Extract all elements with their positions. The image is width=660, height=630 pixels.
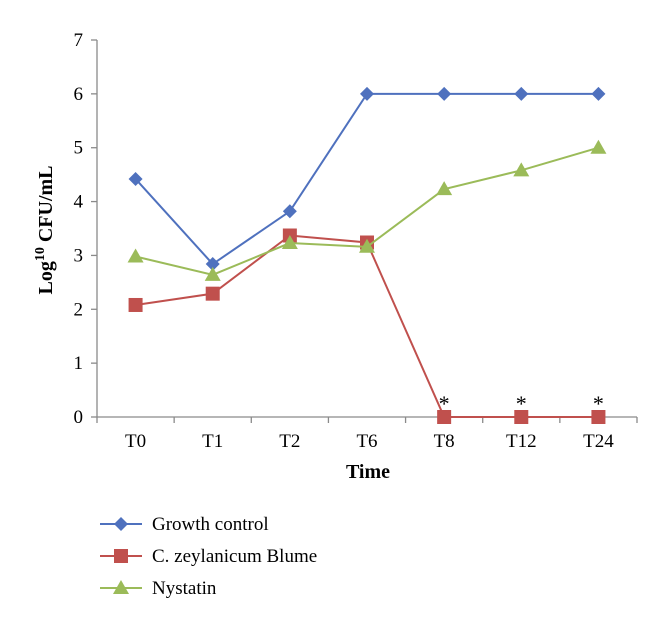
y-tick-label: 2 <box>74 299 84 320</box>
series-0 <box>128 86 606 272</box>
y-tick-label: 0 <box>74 407 84 428</box>
data-point <box>360 86 374 101</box>
data-point <box>591 410 606 424</box>
y-tick-label: 1 <box>74 353 84 374</box>
y-axis-title-superscript: 10 <box>33 247 48 261</box>
data-point <box>437 86 452 101</box>
series-1 <box>128 228 606 424</box>
data-point <box>514 86 529 101</box>
legend-marker <box>114 549 128 563</box>
y-tick-label: 3 <box>74 245 84 266</box>
data-point <box>205 286 220 301</box>
significance-marker: * <box>593 391 604 416</box>
legend-label: C. zeylanicum Blume <box>152 546 317 567</box>
x-tick-label: T24 <box>583 431 614 452</box>
data-point <box>128 171 143 186</box>
significance-marker: * <box>516 391 527 416</box>
data-point <box>128 297 143 312</box>
y-axis-title-main: Log <box>35 261 57 294</box>
legend-label: Nystatin <box>152 578 217 599</box>
legend-item: Nystatin <box>100 578 217 599</box>
x-axis-title: Time <box>346 461 390 483</box>
data-point <box>436 181 453 196</box>
y-axis-title: Log10 CFU/mL <box>33 165 57 294</box>
legend: Growth control C. zeylanicum Blume Nystati… <box>100 514 317 599</box>
y-tick-label: 5 <box>74 138 84 159</box>
y-axis-title-suffix: CFU/mL <box>35 165 57 242</box>
data-point <box>437 410 452 424</box>
legend-item: C. zeylanicum Blume <box>100 546 317 567</box>
y-tick-label: 6 <box>74 84 84 105</box>
series-2 <box>127 139 607 281</box>
x-tick-label: T2 <box>279 431 300 452</box>
data-point <box>513 162 530 177</box>
data-point <box>205 257 220 272</box>
series-line <box>135 234 599 418</box>
data-point <box>282 204 297 219</box>
x-tick-label: T1 <box>202 431 223 452</box>
legend-marker <box>113 580 129 594</box>
x-tick-label: T8 <box>434 431 455 452</box>
legend-marker <box>114 517 128 531</box>
legend-item: Growth control <box>100 514 269 535</box>
x-ticks: T0 T1 T2 T6 T8 T12 T24 <box>96 417 638 452</box>
data-point <box>591 86 606 101</box>
series-layer <box>127 86 607 424</box>
data-point <box>281 235 298 250</box>
legend-label: Growth control <box>152 514 269 535</box>
y-tick-label: 4 <box>74 192 84 213</box>
annotation-layer: * * * <box>439 391 604 416</box>
x-tick-label: T12 <box>506 431 537 452</box>
data-point <box>359 238 375 253</box>
data-point <box>204 266 221 281</box>
significance-marker: * <box>439 391 450 416</box>
data-point <box>590 139 607 154</box>
data-point <box>514 410 529 424</box>
y-ticks: 0 1 2 3 4 5 6 7 <box>74 30 97 428</box>
data-point <box>127 248 144 263</box>
x-tick-label: T0 <box>125 431 146 452</box>
x-tick-label: T6 <box>356 431 377 452</box>
y-tick-label: 7 <box>74 30 84 51</box>
